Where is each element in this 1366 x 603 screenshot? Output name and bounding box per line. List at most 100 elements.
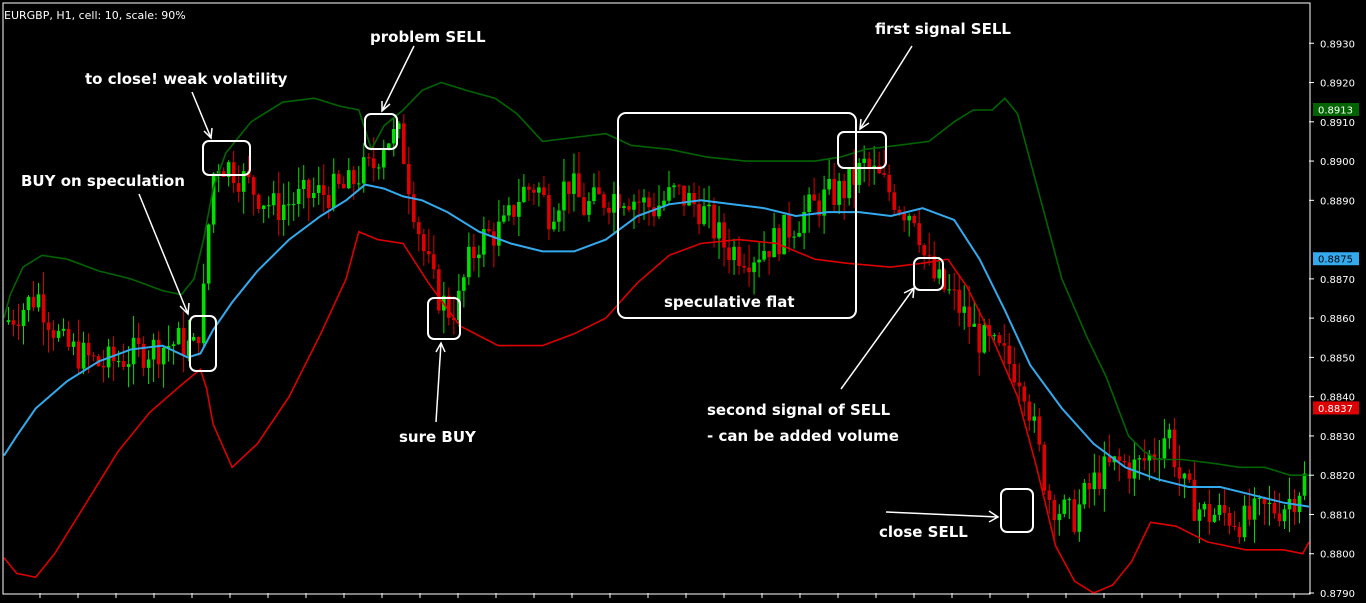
candle-up [71, 341, 76, 347]
arrow-sure-buy [435, 341, 446, 423]
candle-down [41, 294, 46, 323]
candle-up [757, 259, 761, 263]
candle-up [497, 221, 501, 246]
candle-up [622, 206, 626, 208]
price-tick-label: 0.8890 [1320, 196, 1355, 207]
price-badge-label: 0.8837 [1318, 404, 1353, 415]
candle-up [356, 183, 361, 185]
annotations-layer: to close! weak volatility problem SELL B… [21, 20, 1034, 541]
candle-up [1162, 438, 1167, 459]
candle-up [477, 254, 481, 259]
candle-down [326, 194, 331, 208]
candle-down [817, 200, 821, 216]
candle-down [877, 165, 881, 174]
candle-up [862, 158, 866, 163]
candle-down [76, 341, 81, 369]
label-speculative-flat: speculative flat [664, 293, 795, 311]
chart-header: EURGBP, H1, cell: 10, scale: 90% [4, 9, 186, 22]
candle-down [1292, 498, 1297, 513]
candle-up [947, 289, 952, 291]
candle-up [872, 165, 876, 168]
candle-up [1257, 497, 1262, 499]
price-axis: 0.8930 0.8920 0.8910 0.8900 0.8890 0.8870 0.88… [1309, 39, 1359, 600]
arrow-problem-sell [381, 45, 415, 113]
candle-up [316, 185, 321, 193]
candle-down [1272, 502, 1277, 514]
candle-down [767, 250, 771, 258]
price-tick-label: 0.8820 [1320, 471, 1355, 482]
candle-up [1282, 509, 1287, 522]
candle-down [407, 163, 411, 195]
price-tick-label: 0.8900 [1320, 157, 1355, 168]
price-tick-label: 0.8920 [1320, 79, 1355, 90]
candle-up [522, 186, 526, 202]
candle-down [627, 206, 631, 210]
candle-down [1022, 386, 1027, 402]
candle-up [782, 214, 786, 255]
candle-down [902, 212, 906, 221]
candle-up [381, 149, 386, 168]
candle-up [391, 128, 396, 144]
candle-up [1182, 473, 1187, 479]
candle-up [241, 171, 246, 192]
candle-down [427, 251, 431, 255]
price-badge-label: 0.8913 [1318, 106, 1353, 117]
candle-down [582, 197, 586, 215]
price-badge-bg [1313, 252, 1359, 266]
candle-up [507, 205, 511, 216]
candle-up [1242, 505, 1247, 538]
candle-down [231, 162, 236, 184]
candle-down [16, 324, 21, 327]
candle-up [1302, 473, 1307, 496]
box-problem-sell [364, 113, 398, 150]
candle-down [121, 361, 126, 367]
candle-down [1012, 364, 1017, 383]
candle-up [166, 345, 171, 348]
box-first-signal-sell [837, 131, 887, 169]
candle-up [211, 173, 216, 225]
candle-up [807, 194, 811, 212]
candle-down [727, 247, 731, 261]
candle-up [502, 215, 506, 222]
label-problem-sell: problem SELL [370, 28, 486, 46]
candle-down [722, 222, 726, 248]
candle-up [226, 162, 231, 177]
candle-down [487, 229, 491, 232]
candle-up [161, 347, 166, 365]
candle-down [86, 342, 91, 356]
candle-down [1107, 456, 1112, 463]
candle-down [917, 223, 922, 246]
label-first-signal-sell: first signal SELL [875, 20, 1011, 38]
candle-down [932, 256, 937, 279]
lower-band-line [3, 230, 1310, 594]
candle-down [111, 346, 116, 362]
candle-down [712, 204, 716, 239]
candle-up [1197, 509, 1202, 521]
candle-down [922, 245, 927, 256]
candle-up [361, 157, 366, 184]
candle-down [1037, 416, 1042, 445]
candle-down [567, 181, 571, 194]
bollinger-bands-layer [3, 81, 1310, 594]
price-tick-label: 0.8810 [1320, 510, 1355, 521]
candle-down [136, 337, 141, 344]
price-tick-label: 0.8830 [1320, 432, 1355, 443]
candle-up [827, 178, 831, 190]
candle-up [1202, 503, 1207, 510]
candle-up [376, 167, 381, 169]
candle-up [21, 309, 26, 327]
candle-up [1057, 513, 1062, 521]
candle-up [732, 246, 736, 261]
candle-down [492, 231, 496, 246]
candle-down [737, 246, 741, 266]
candle-down [321, 185, 326, 195]
candle-down [141, 343, 146, 368]
candle-up [81, 342, 86, 369]
candle-down [697, 204, 701, 225]
candle-up [687, 192, 691, 206]
candle-down [181, 327, 186, 356]
candle-up [792, 236, 796, 238]
price-badge-bg [1313, 401, 1359, 415]
arrow-buy-speculation [138, 193, 190, 316]
